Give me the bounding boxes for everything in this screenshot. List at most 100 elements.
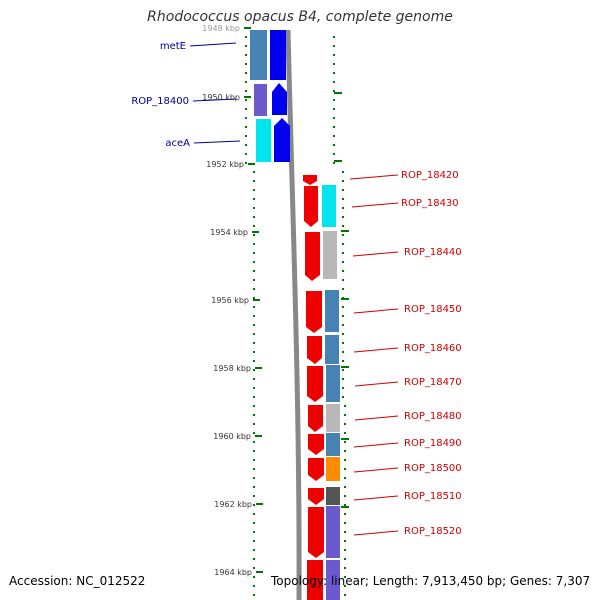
gene-arrow-ROP_18440[interactable] [305,232,320,281]
gene-arrow-ROP_18420[interactable] [303,175,317,185]
ruler-dot [253,270,255,272]
gene-label-metE[interactable]: metE [160,41,186,52]
gene-label-ROP_18460[interactable]: ROP_18460 [404,343,462,354]
ruler-dot [245,99,247,101]
gene-block-aceA-category[interactable] [256,119,271,162]
ruler-dot [253,540,255,542]
gene-label-ROP_18490[interactable]: ROP_18490 [404,438,462,449]
gene-block-ROP_18450-category[interactable] [325,290,339,332]
ruler-dot [245,72,247,74]
kbp-label: 1952 kbp [206,160,244,169]
gene-arrow-ROP_18490[interactable] [308,434,324,455]
gene-label-aceA[interactable]: aceA [165,138,190,149]
right-ruler [333,36,349,596]
ruler-dot [253,414,255,416]
gene-label-ROP_18500[interactable]: ROP_18500 [404,463,462,474]
gene-block-ROP_18510-category[interactable] [326,487,340,505]
gene-arrow-ROP_18430[interactable] [304,186,318,227]
ruler-dot [333,54,335,56]
ruler-dot [344,486,346,488]
leader-ROP_18460 [353,347,399,353]
gene-arrow-ROP_18400[interactable] [272,83,287,115]
leader-ROP_18470 [354,381,399,387]
gene-label-ROP_18440[interactable]: ROP_18440 [404,247,462,258]
ruler-dot [253,495,255,497]
leader-metE [189,42,237,47]
gene-label-ROP_18400[interactable]: ROP_18400 [131,96,189,107]
ruler-dot [344,594,346,596]
ruler-dot [342,180,344,182]
gene-arrow-ROP_18480[interactable] [308,405,323,432]
gene-block-ROP_18400-category[interactable] [254,84,267,116]
gene-arrow-ROP_18470[interactable] [307,366,323,402]
gene-label-ROP_18430[interactable]: ROP_18430 [401,198,459,209]
ruler-tick [341,230,349,232]
gene-block-ROP_18520-category[interactable] [326,506,340,558]
ruler-dot [333,153,335,155]
gene-label-ROP_18420[interactable]: ROP_18420 [401,170,459,181]
ruler-dot [253,459,255,461]
ruler-tick [334,160,342,162]
ruler-dot [333,81,335,83]
gene-arrow-ROP_18460[interactable] [307,336,322,364]
gene-arrow-aceA[interactable] [274,118,290,162]
ruler-dot [344,414,346,416]
left-gene-track [250,30,290,162]
gene-block-ROP_18480-category[interactable] [326,404,340,432]
ruler-dot [342,342,344,344]
right-gene-track [303,175,340,600]
gene-block-ROP_18470-category[interactable] [326,365,340,402]
ruler-dot [253,396,255,398]
ruler-dot [344,549,346,551]
ruler-dot [253,297,255,299]
ruler-dot [333,135,335,137]
ruler-dot [253,576,255,578]
gene-label-ROP_18510[interactable]: ROP_18510 [404,491,462,502]
ruler-dot [245,153,247,155]
ruler-tick [244,96,251,98]
gene-block-ROP_18490-category[interactable] [326,433,340,456]
gene-block-ROP_18440-category[interactable] [323,231,337,279]
gene-arrow-ROP_18500[interactable] [308,458,324,481]
ruler-dot [344,477,346,479]
ruler-dot [342,306,344,308]
ruler-dot [253,504,255,506]
gene-block-ROP_18430-category[interactable] [322,185,336,227]
ruler-tick [244,27,251,29]
gene-arrow-ROP_18450[interactable] [306,291,322,333]
gene-label-ROP_18480[interactable]: ROP_18480 [404,411,462,422]
ruler-dot [245,36,247,38]
ruler-dot [245,108,247,110]
ruler-dot [342,198,344,200]
gene-block-ROP_18460-category[interactable] [325,335,339,364]
ruler-dot [253,423,255,425]
ruler-dot [333,99,335,101]
ruler-dot [342,279,344,281]
ruler-dot [253,234,255,236]
kbp-label: 1958 kbp [213,364,251,373]
ruler-tick [256,571,263,573]
gene-label-ROP_18470[interactable]: ROP_18470 [404,377,462,388]
ruler-dot [253,324,255,326]
gene-block-ROP_18500-category[interactable] [326,457,340,481]
ruler-dot [342,234,344,236]
ruler-dot [253,486,255,488]
leader-ROP_18500 [353,467,399,473]
ruler-dot [342,288,344,290]
ruler-dot [253,378,255,380]
gene-arrow-ROP_18510[interactable] [308,488,324,505]
ruler-dot [253,279,255,281]
gene-label-ROP_18520[interactable]: ROP_18520 [404,526,462,537]
gene-arrow-ROP_18520[interactable] [308,507,324,558]
ruler-dot [253,360,255,362]
ruler-dot [253,558,255,560]
gene-label-ROP_18450[interactable]: ROP_18450 [404,304,462,315]
ruler-dot [342,225,344,227]
gene-block-metE-category[interactable] [250,30,267,80]
ruler-dot [253,594,255,596]
leader-ROP_18490 [353,442,399,448]
ruler-tick [334,92,342,94]
gene-arrow-metE[interactable] [270,30,286,80]
ruler-tick [255,435,262,437]
ruler-dot [253,441,255,443]
